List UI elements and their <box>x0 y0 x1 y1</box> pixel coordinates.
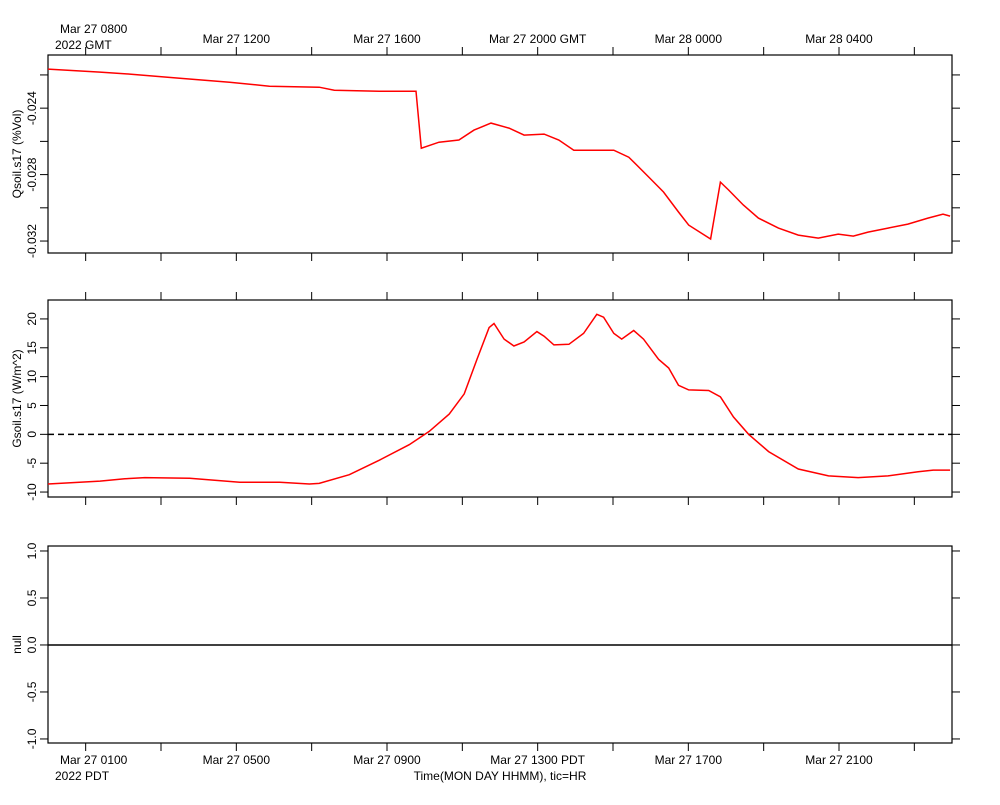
top-tick-label: Mar 28 0000 <box>655 32 723 46</box>
top-tick-label: Mar 27 1600 <box>353 32 421 46</box>
bottom-tick-label: Mar 27 2100 <box>805 753 873 767</box>
y-axis-label: Gsoil.s17 (W/m^2) <box>10 349 24 447</box>
y-tick-label: 0.5 <box>25 589 39 606</box>
y-tick-label: 10 <box>25 370 39 384</box>
top-tick-label: Mar 27 1200 <box>203 32 271 46</box>
bottom-tick-label: Mar 27 0500 <box>203 753 271 767</box>
y-tick-label: -0.5 <box>25 681 39 702</box>
y-tick-label: -10 <box>25 483 39 501</box>
y-tick-label: -1.0 <box>25 728 39 749</box>
bottom-tick-label: Mar 27 1700 <box>655 753 723 767</box>
y-tick-label: 20 <box>25 312 39 326</box>
y-axis-label: null <box>10 635 24 654</box>
y-tick-label: -0.032 <box>25 224 39 258</box>
y-tick-label: 5 <box>25 402 39 409</box>
bottom-tick-label: Mar 27 1300 PDT <box>490 753 585 767</box>
top-tick-label: Mar 27 2000 GMT <box>489 32 587 46</box>
y-axis-label: Qsoil.s17 (%Vol) <box>10 110 24 199</box>
top-axis-note: 2022 GMT <box>55 38 112 52</box>
bottom-tick-label: Mar 27 0100 <box>60 753 128 767</box>
top-tick-label: Mar 27 0800 <box>60 22 128 36</box>
bottom-tick-label: Mar 27 0900 <box>353 753 421 767</box>
y-tick-label: 0 <box>25 431 39 438</box>
y-tick-label: -5 <box>25 458 39 469</box>
y-tick-label: 1.0 <box>25 542 39 559</box>
bottom-axis-note: 2022 PDT <box>55 769 110 783</box>
y-tick-label: 0.0 <box>25 636 39 653</box>
top-tick-label: Mar 28 0400 <box>805 32 873 46</box>
x-axis-label: Time(MON DAY HHMM), tic=HR <box>414 769 587 783</box>
plot-frame <box>47 54 953 254</box>
data-line <box>47 68 951 241</box>
data-line <box>47 313 951 485</box>
plot-frame <box>47 299 953 498</box>
y-tick-label: 15 <box>25 341 39 355</box>
y-tick-label: -0.024 <box>25 91 39 125</box>
y-tick-label: -0.028 <box>25 157 39 191</box>
